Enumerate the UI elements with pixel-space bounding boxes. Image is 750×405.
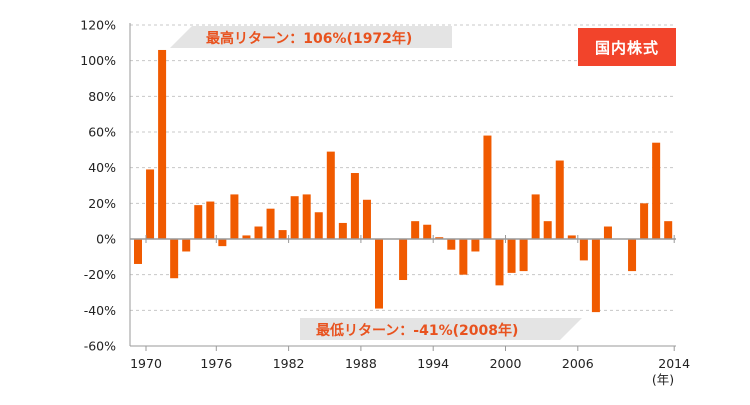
bar-1978 bbox=[230, 194, 239, 239]
x-tick-label: 2000 bbox=[490, 356, 522, 371]
y-tick-label: 100% bbox=[80, 53, 116, 68]
bar-1971 bbox=[146, 169, 155, 239]
bar-1975 bbox=[194, 205, 203, 239]
bar-1998 bbox=[471, 239, 480, 252]
bar-2005 bbox=[555, 160, 564, 239]
bar-1994 bbox=[423, 224, 432, 239]
axes bbox=[129, 23, 676, 351]
bar-2006 bbox=[567, 235, 576, 239]
y-tick-label: -60% bbox=[84, 339, 116, 354]
max-callout-background bbox=[170, 26, 452, 48]
y-tick-label: -40% bbox=[84, 303, 116, 318]
x-tick-label: 1976 bbox=[200, 356, 232, 371]
bar-1970 bbox=[134, 239, 142, 264]
bar-1977 bbox=[218, 239, 227, 247]
bar-1995 bbox=[435, 237, 444, 239]
x-tick-label: 1988 bbox=[345, 356, 377, 371]
y-tick-label: 80% bbox=[88, 89, 116, 104]
y-tick-label: 120% bbox=[80, 18, 116, 33]
y-tick-label: -20% bbox=[84, 267, 116, 282]
bar-1983 bbox=[290, 196, 299, 239]
bar-1997 bbox=[459, 239, 468, 275]
bar-1976 bbox=[206, 201, 215, 239]
x-axis-labels: 1970 1976 1982 1988 1994 2000 2006 2014 bbox=[130, 356, 690, 371]
bar-2008 bbox=[591, 239, 600, 313]
bar-1990 bbox=[375, 239, 383, 309]
bar-1986 bbox=[326, 151, 335, 239]
x-tick-label: 1970 bbox=[130, 356, 162, 371]
bar-2013 bbox=[652, 142, 661, 239]
bar-1973 bbox=[170, 239, 179, 279]
bar-2004 bbox=[543, 221, 552, 239]
max-callout-text: 最高リターン：106%(1972年) bbox=[206, 30, 412, 47]
bars bbox=[134, 49, 673, 313]
y-axis-labels: -60% -40% -20% 0% 20% 40% 60% 80% 100% 120% bbox=[80, 18, 116, 354]
y-tick-label: 20% bbox=[88, 196, 116, 211]
x-tick-label: 2014 bbox=[658, 356, 690, 371]
bar-2011 bbox=[628, 239, 637, 272]
bar-2009 bbox=[603, 226, 612, 239]
bar-2002 bbox=[519, 239, 528, 272]
bar-2001 bbox=[507, 239, 516, 273]
y-tick-label: 60% bbox=[88, 125, 116, 140]
bar-1984 bbox=[302, 194, 311, 239]
bar-1999 bbox=[483, 135, 492, 239]
bar-1985 bbox=[314, 212, 323, 239]
bar-1989 bbox=[362, 199, 371, 239]
bar-1993 bbox=[411, 221, 420, 239]
bar-2003 bbox=[531, 194, 540, 239]
x-axis-unit-label: (年) bbox=[652, 372, 674, 387]
bar-2000 bbox=[495, 239, 504, 286]
max-return-callout: 最高リターン：106%(1972年) bbox=[170, 26, 452, 48]
bar-2007 bbox=[579, 239, 588, 261]
bar-1987 bbox=[338, 222, 347, 239]
asset-class-badge: 国内株式 bbox=[578, 28, 676, 66]
bar-1992 bbox=[399, 239, 408, 281]
min-callout-text: 最低リターン：-41%(2008年) bbox=[316, 322, 518, 339]
bar-1974 bbox=[182, 239, 191, 252]
bar-2014 bbox=[664, 221, 673, 239]
bar-2012 bbox=[640, 203, 649, 239]
min-callout-background bbox=[300, 318, 582, 340]
bar-1982 bbox=[278, 230, 287, 239]
bar-1972 bbox=[158, 49, 167, 239]
y-tick-label: 0% bbox=[96, 232, 116, 247]
y-tick-label: 40% bbox=[88, 160, 116, 175]
min-return-callout: 最低リターン：-41%(2008年) bbox=[300, 318, 582, 340]
bar-1981 bbox=[266, 208, 275, 239]
bar-1996 bbox=[447, 239, 456, 250]
x-tick-label: 1994 bbox=[417, 356, 449, 371]
bar-1980 bbox=[254, 226, 263, 239]
bar-1979 bbox=[242, 235, 251, 239]
bar-1988 bbox=[350, 173, 359, 239]
x-tick-label: 2006 bbox=[562, 356, 594, 371]
x-tick-label: 1982 bbox=[273, 356, 305, 371]
